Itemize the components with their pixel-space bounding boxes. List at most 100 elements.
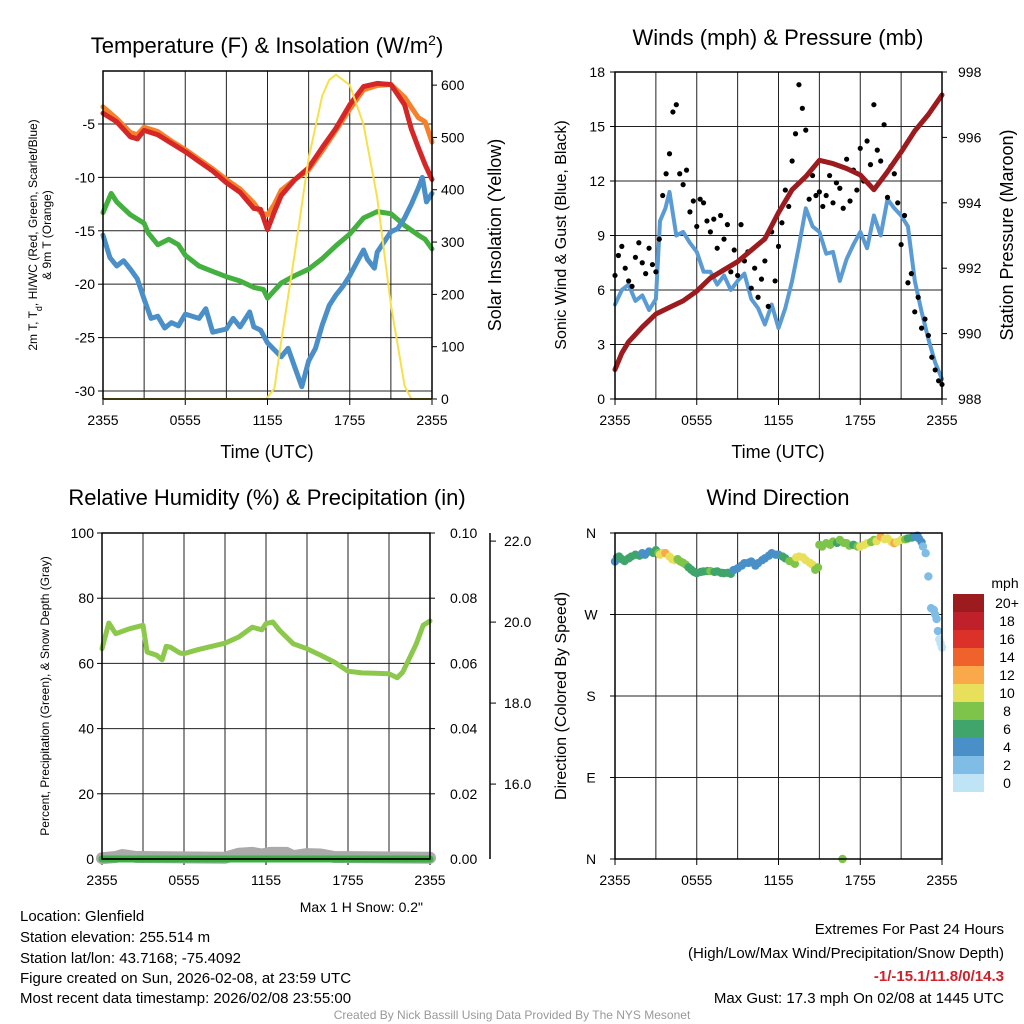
y-tick-label: 80 — [78, 590, 94, 606]
colorbar-label: 20+ — [995, 595, 1019, 611]
colorbar-label: 16 — [999, 631, 1015, 647]
y2-tick-label: 998 — [958, 64, 982, 80]
gust-point — [779, 220, 785, 226]
gust-point — [789, 158, 795, 164]
gust-point — [813, 192, 819, 199]
gust-point — [895, 200, 901, 206]
x-tick-label: 1155 — [763, 412, 793, 428]
gust-point — [857, 145, 863, 151]
winds-x-label: Time (UTC) — [731, 442, 824, 462]
y2-tick-label: 0.10 — [450, 525, 477, 541]
x-tick-label: 1755 — [845, 872, 876, 888]
x-tick-label: 2355 — [416, 412, 447, 428]
gust-point — [826, 172, 833, 179]
wind-direction-point — [918, 542, 928, 551]
gust-point — [704, 218, 710, 224]
gust-point — [615, 252, 622, 259]
x-tick-label: 2355 — [87, 412, 118, 428]
gust-point — [830, 200, 836, 206]
gust-point — [905, 280, 911, 286]
gust-point — [666, 151, 673, 157]
gust-point — [714, 245, 720, 251]
temperature-y-label: 2m T, Td, HI/WC (Red, Green, Scarlet/Blu… — [26, 119, 44, 350]
gust-point — [636, 240, 642, 246]
gust-point — [816, 189, 822, 195]
gust-point — [731, 247, 737, 253]
chart-1-axes: 2355 0555 1155 1755 2355 0 3 6 9 12 15 18 988 990 992 9… — [589, 64, 981, 428]
y2-tick-label: 996 — [958, 129, 982, 145]
gust-point — [786, 203, 792, 210]
gust-point — [837, 185, 843, 191]
y3-tick-label: 20.0 — [504, 614, 531, 630]
gust-point — [663, 171, 669, 177]
gust-point — [673, 102, 679, 108]
gust-point — [687, 209, 693, 215]
max-snow-note: Max 1 H Snow: 0.2" — [300, 899, 423, 915]
gust-point — [700, 200, 707, 206]
y-tick-label: 9 — [597, 228, 605, 244]
temperature-chart-title: Temperature (F) & Insolation (W/m2) — [91, 32, 444, 58]
wind-direction-chart-title: Wind Direction — [706, 485, 849, 510]
series-wind-direction — [610, 531, 947, 864]
plot-frame — [102, 70, 433, 400]
gust-point — [748, 285, 754, 291]
x-tick-label: 1155 — [251, 872, 281, 888]
colorbar-swatch — [953, 666, 984, 684]
gust-point — [775, 243, 782, 249]
gust-point — [782, 187, 788, 193]
gust-point — [680, 182, 686, 188]
colorbar-label: 12 — [999, 667, 1015, 683]
gust-point — [690, 198, 696, 204]
gust-point — [656, 236, 662, 242]
x-tick-label: 2355 — [926, 872, 957, 888]
y-tick-label: W — [584, 607, 598, 623]
extremes-title: Extremes For Past 24 Hours — [815, 921, 1004, 938]
gust-point — [935, 378, 942, 384]
gust-point — [803, 127, 809, 133]
colorbar-swatch — [953, 612, 984, 630]
x-tick-label: 1155 — [252, 412, 282, 428]
credit-text: Created By Nick Bassill Using Data Provi… — [334, 1008, 691, 1022]
y2-tick-label: 500 — [441, 129, 465, 145]
y-tick-label: 12 — [589, 173, 605, 189]
colorbar-swatch — [953, 774, 984, 792]
winds-chart-title: Winds (mph) & Pressure (mb) — [633, 25, 924, 50]
wind-direction-point — [924, 572, 933, 581]
colorbar-swatch — [953, 594, 984, 612]
x-tick-label: 1755 — [332, 872, 363, 888]
gust-point — [649, 261, 656, 268]
wind-direction-point — [932, 614, 941, 624]
gust-point — [915, 294, 921, 300]
gust-point — [697, 196, 703, 202]
y2-tick-label: 0.08 — [450, 590, 477, 606]
x-tick-label: 1755 — [845, 412, 876, 428]
speed-colorbar: 20+ 18 16 14 12 10 8 6 4 2 0 — [953, 594, 1019, 792]
gust-point — [639, 260, 645, 266]
gust-point — [629, 283, 635, 289]
gust-point — [854, 187, 860, 193]
winds-y-label: Sonic Wind & Gust (Blue, Black) — [553, 120, 570, 349]
gust-point — [670, 109, 676, 115]
y2-tick-label: 992 — [958, 260, 982, 276]
y2-tick-label: 0 — [441, 391, 449, 407]
gust-point — [772, 278, 778, 284]
temperature-y-label-line2: & 9m T (Orange) — [40, 190, 54, 280]
y-tick-label: 20 — [78, 786, 94, 802]
gust-point — [820, 203, 826, 210]
gust-point — [840, 205, 846, 211]
gust-point — [694, 223, 700, 230]
recent-data-text: Most recent data timestamp: 2026/02/08 2… — [20, 990, 351, 1007]
series-station-pressure — [612, 92, 945, 373]
gust-point — [677, 171, 683, 177]
y2-tick-label: 988 — [958, 391, 982, 407]
x-tick-label: 0555 — [168, 872, 199, 888]
colorbar-swatch — [953, 630, 984, 648]
gust-point — [871, 102, 877, 108]
gust-point — [898, 241, 904, 248]
gust-point — [844, 156, 850, 162]
x-tick-label: 0555 — [681, 872, 712, 888]
gust-point — [717, 212, 724, 219]
extremes-fields: (High/Low/Max Wind/Precipitation/Snow De… — [688, 945, 1004, 962]
colorbar-label: 2 — [1003, 757, 1011, 773]
extremes-info: Extremes For Past 24 Hours (High/Low/Max… — [688, 921, 1004, 1007]
